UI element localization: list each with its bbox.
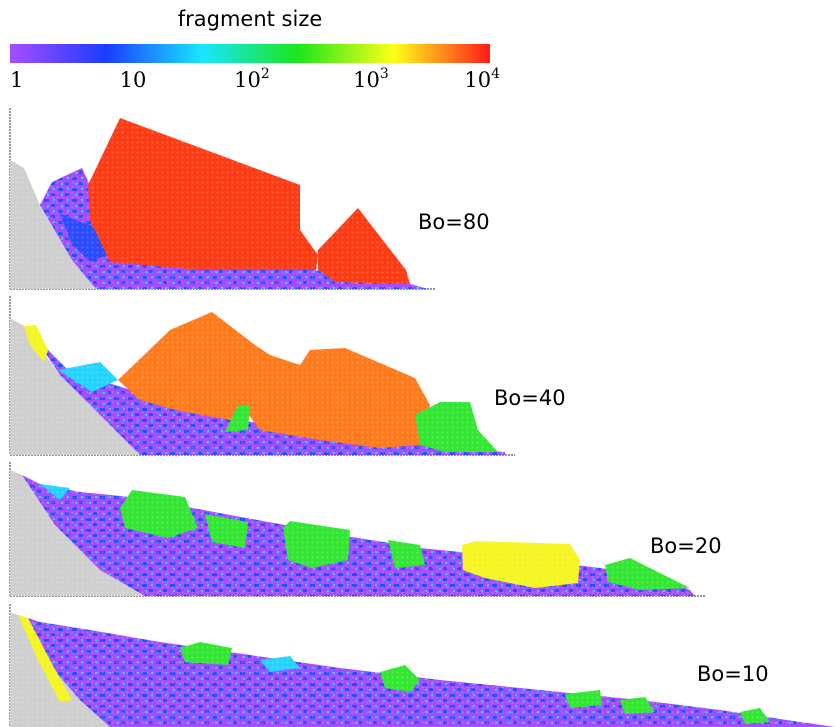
colorbar-tick-exponent: 2	[261, 66, 270, 82]
colorbar-gradient	[10, 44, 490, 63]
panel-bo80: Bo=80	[9, 108, 490, 290]
grain-texture	[10, 296, 515, 455]
colorbar-title: fragment size	[178, 7, 323, 31]
colorbar-ticks: 1 10 102 103 104	[10, 66, 500, 92]
colorbar-tick-exponent: 4	[491, 66, 500, 82]
panel-label: Bo=10	[697, 662, 769, 686]
panel-bo40: Bo=40	[9, 296, 566, 456]
panel-label: Bo=20	[650, 534, 722, 558]
panel-label: Bo=80	[418, 210, 490, 234]
colorbar: fragment size 1 10 102 103 104	[10, 7, 500, 92]
panel-label: Bo=40	[494, 386, 566, 410]
panel-bo20: Bo=20	[9, 462, 722, 597]
panel-bo10: Bo=10	[9, 604, 835, 727]
grain-texture	[10, 462, 705, 596]
grain-texture	[10, 108, 435, 289]
colorbar-tick-label: 104	[464, 66, 500, 92]
colorbar-tick-label: 1	[10, 68, 23, 92]
colorbar-tick-exponent: 3	[380, 66, 389, 82]
colorbar-tick-label: 102	[234, 66, 270, 92]
grain-texture	[10, 604, 835, 727]
colorbar-tick-label: 103	[353, 66, 389, 92]
colorbar-tick-label: 10	[120, 68, 147, 92]
